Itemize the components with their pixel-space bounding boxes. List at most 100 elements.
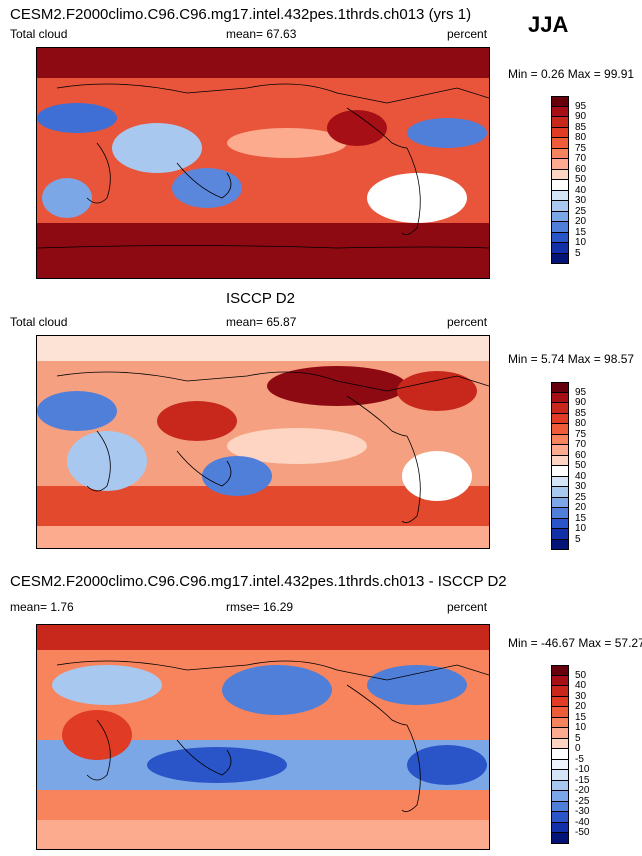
- panel-2-title: ISCCP D2: [226, 290, 295, 307]
- colorbar-tick-label: 40: [575, 680, 587, 691]
- colorbar-tick-label: 25: [575, 205, 587, 217]
- colorbar-tick-label: 15: [575, 226, 587, 238]
- colorbar-cell: [551, 127, 569, 138]
- colorbar-cell: [551, 696, 569, 707]
- colorbar-cell: [551, 497, 569, 508]
- colorbar-cell: [551, 476, 569, 487]
- colorbar-tick-label: -30: [575, 806, 590, 817]
- colorbar-cell: [551, 159, 569, 170]
- colorbar-tick-label: 95: [575, 100, 587, 112]
- colorbar-tick-label: 80: [575, 418, 587, 429]
- colorbar-cell: [551, 382, 569, 393]
- colorbar-cell: [551, 466, 569, 477]
- colorbar-tick-label: 30: [575, 690, 587, 702]
- panel-1-title: CESM2.F2000climo.C96.C96.mg17.intel.432p…: [10, 6, 472, 23]
- season-label: JJA: [528, 12, 569, 37]
- panel-3-rmse-label: rmse= 16.29: [226, 600, 294, 614]
- panel-2-mean-label: mean= 65.87: [226, 315, 297, 329]
- colorbar-cell: [551, 717, 569, 728]
- panel-3-mean-label: mean= 1.76: [10, 600, 74, 614]
- colorbar-cell: [551, 138, 569, 149]
- colorbar-tick-label: 30: [575, 195, 587, 206]
- colorbar-tick-label: 75: [575, 428, 587, 440]
- colorbar-tick-label: 5: [575, 732, 581, 744]
- panel-1-mean-label: mean= 67.63: [226, 27, 297, 41]
- colorbar-tick-label: 75: [575, 142, 587, 154]
- colorbar-tick-label: 20: [575, 701, 587, 712]
- panel-3-map-svg: [37, 625, 489, 849]
- colorbar-tick-label: -40: [575, 816, 590, 828]
- colorbar-tick-label: -25: [575, 795, 590, 807]
- colorbar-tick-label: 85: [575, 121, 587, 133]
- colorbar-tick-label: 70: [575, 439, 587, 450]
- colorbar-frame: [551, 382, 569, 550]
- panel-3-map: [36, 624, 490, 850]
- colorbar-tick-label: 40: [575, 470, 587, 482]
- colorbar-cell: [551, 508, 569, 519]
- colorbar-cell: [551, 518, 569, 529]
- colorbar-tick-label: 0: [575, 743, 581, 754]
- colorbar-tick-label: 50: [575, 174, 587, 185]
- colorbar-cell: [551, 190, 569, 201]
- colorbar-cell: [551, 812, 569, 823]
- colorbar-cell: [551, 434, 569, 445]
- panel-2-min-max: Min = 5.74 Max = 98.57: [508, 352, 635, 366]
- colorbar-tick-label: -20: [575, 785, 590, 796]
- colorbar-cell: [551, 770, 569, 781]
- colorbar-cell: [551, 243, 569, 254]
- colorbar-tick-label: 60: [575, 163, 587, 175]
- colorbar-cell: [551, 222, 569, 233]
- colorbar-tick-label: 15: [575, 512, 587, 524]
- colorbar-tick-label: 90: [575, 111, 587, 122]
- panel-3-min-max: Min = -46.67 Max = 57.27: [508, 636, 642, 650]
- colorbar-cell: [551, 791, 569, 802]
- colorbar-cell: [551, 759, 569, 770]
- panel-2-variable-label: Total cloud: [10, 315, 68, 329]
- colorbar-tick-label: -50: [575, 827, 590, 838]
- colorbar-cell: [551, 822, 569, 833]
- colorbar-cell: [551, 96, 569, 107]
- colorbar-tick-label: 40: [575, 184, 587, 196]
- colorbar-cell: [551, 728, 569, 739]
- colorbar-cell: [551, 424, 569, 435]
- colorbar-cell: [551, 392, 569, 403]
- colorbar-tick-label: 15: [575, 711, 587, 723]
- colorbar-tick-label: 70: [575, 153, 587, 164]
- colorbar-cell: [551, 232, 569, 243]
- panel-3-title: CESM2.F2000climo.C96.C96.mg17.intel.432p…: [10, 573, 507, 590]
- colorbar-cell: [551, 117, 569, 128]
- colorbar-cell: [551, 169, 569, 180]
- colorbar-cell: [551, 455, 569, 466]
- colorbar-tick-label: 60: [575, 449, 587, 461]
- colorbar-cell: [551, 148, 569, 159]
- colorbar-tick-label: -10: [575, 764, 590, 775]
- panel-2-map-svg: [37, 336, 489, 548]
- colorbar-cell: [551, 749, 569, 760]
- panel-2-map: [36, 335, 490, 549]
- colorbar-cell: [551, 403, 569, 414]
- colorbar-tick-label: 10: [575, 523, 587, 534]
- colorbar-cell: [551, 106, 569, 117]
- colorbar-tick-label: 20: [575, 216, 587, 227]
- colorbar-tick-label: -5: [575, 753, 584, 765]
- colorbar-cell: [551, 738, 569, 749]
- colorbar-tick-label: 90: [575, 397, 587, 408]
- colorbar-cell: [551, 445, 569, 456]
- colorbar-cell: [551, 180, 569, 191]
- panel-1-map: [36, 47, 490, 279]
- colorbar-tick-label: 50: [575, 460, 587, 471]
- panel-1-variable-label: Total cloud: [10, 27, 68, 41]
- colorbar-cell: [551, 801, 569, 812]
- colorbar-tick-label: 95: [575, 386, 587, 398]
- colorbar-cell: [551, 211, 569, 222]
- panel-1-map-svg: [37, 48, 489, 278]
- panel-1-units-label: percent: [447, 27, 488, 41]
- colorbar-frame: [551, 96, 569, 264]
- colorbar-tick-label: 30: [575, 481, 587, 492]
- colorbar-tick-label: 25: [575, 491, 587, 503]
- colorbar-tick-label: 80: [575, 132, 587, 143]
- colorbar-cell: [551, 201, 569, 212]
- colorbar-frame: [551, 665, 569, 844]
- colorbar-tick-label: -15: [575, 774, 590, 786]
- colorbar-cell: [551, 413, 569, 424]
